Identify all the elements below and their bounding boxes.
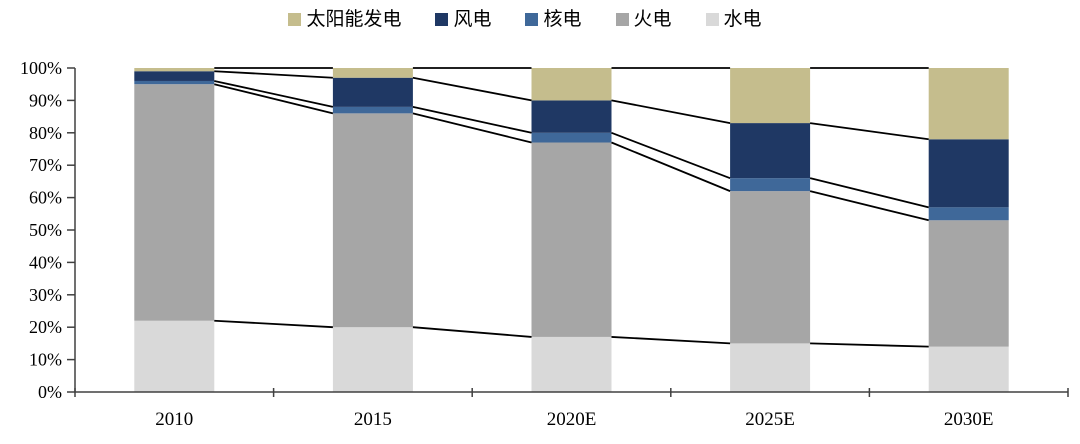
series-line-thermal xyxy=(809,190,929,222)
bar-segment-solar-2015 xyxy=(332,68,413,78)
bar-segment-nuclear-2030E xyxy=(928,207,1009,221)
y-axis-label-0%: 0% xyxy=(38,382,62,402)
bar-segment-thermal-2020E xyxy=(531,142,612,337)
bar-segment-wind-2025E xyxy=(730,123,811,179)
bar-segment-nuclear-2010 xyxy=(134,80,215,85)
legend-label-thermal: 火电 xyxy=(633,9,672,30)
legend-swatch-thermal-icon xyxy=(615,13,629,26)
bar-segment-nuclear-2025E xyxy=(730,178,811,192)
series-line-wind xyxy=(412,76,532,102)
legend-label-wind: 风电 xyxy=(453,9,492,30)
y-axis-label-80%: 80% xyxy=(29,123,62,143)
legend-label-nuclear: 核电 xyxy=(543,9,582,30)
legend-item-hydro: 水电 xyxy=(705,9,762,30)
legend-swatch-hydro-icon xyxy=(705,13,719,26)
series-line-nuclear xyxy=(412,106,532,134)
bar-segment-solar-2025E xyxy=(730,68,811,124)
y-axis-label-30%: 30% xyxy=(29,285,62,305)
bar-segment-wind-2030E xyxy=(928,139,1009,208)
legend-item-nuclear: 核电 xyxy=(525,9,582,30)
y-axis-label-60%: 60% xyxy=(29,188,62,208)
bar-segment-nuclear-2015 xyxy=(332,106,413,114)
bar-segment-wind-2020E xyxy=(531,100,612,133)
bar-segment-hydro-2030E xyxy=(928,346,1009,392)
bar-segment-hydro-2010 xyxy=(134,320,215,392)
series-line-hydro xyxy=(214,319,333,329)
x-axis-label-2025E: 2025E xyxy=(745,409,795,430)
x-axis-label-2010: 2010 xyxy=(155,409,193,430)
legend-label-solar: 太阳能发电 xyxy=(306,9,402,30)
legend-item-solar: 太阳能发电 xyxy=(288,10,401,29)
bar-segment-thermal-2010 xyxy=(134,84,215,321)
y-axis-label-90%: 90% xyxy=(29,90,62,110)
legend-swatch-solar-icon xyxy=(288,13,302,26)
legend-swatch-wind-icon xyxy=(435,13,449,26)
y-axis-label-10%: 10% xyxy=(29,350,62,370)
legend-swatch-nuclear-icon xyxy=(525,13,539,26)
legend-item-wind: 风电 xyxy=(435,10,491,29)
bar-segment-thermal-2030E xyxy=(928,220,1009,347)
x-axis-label-2015: 2015 xyxy=(354,409,392,430)
series-line-wind xyxy=(214,70,333,79)
bar-segment-solar-2030E xyxy=(928,68,1009,140)
bar-segment-nuclear-2020E xyxy=(531,132,612,143)
bar-segment-wind-2015 xyxy=(332,77,413,107)
series-line-hydro xyxy=(412,326,532,338)
series-line-nuclear xyxy=(809,177,929,209)
series-line-thermal xyxy=(214,83,334,115)
series-line-thermal xyxy=(611,141,731,192)
bar-segment-wind-2010 xyxy=(134,71,215,81)
bar-segment-thermal-2025E xyxy=(730,191,811,344)
y-axis-label-40%: 40% xyxy=(29,252,62,272)
series-line-thermal xyxy=(412,112,532,144)
x-axis-label-2030E: 2030E xyxy=(944,409,994,430)
x-axis-label-2020E: 2020E xyxy=(547,409,597,430)
bar-segment-hydro-2025E xyxy=(730,343,811,392)
series-line-nuclear xyxy=(611,131,731,180)
series-line-hydro xyxy=(611,336,731,345)
bar-segment-solar-2020E xyxy=(531,68,612,101)
y-axis-label-50%: 50% xyxy=(29,220,62,240)
bar-segment-solar-2010 xyxy=(134,68,215,72)
series-line-nuclear xyxy=(214,80,334,108)
legend-item-thermal: 火电 xyxy=(615,9,672,30)
y-axis-label-20%: 20% xyxy=(29,317,62,337)
legend-label-hydro: 水电 xyxy=(723,9,762,30)
series-line-wind xyxy=(611,99,731,124)
bar-segment-hydro-2020E xyxy=(531,336,612,392)
series-line-hydro xyxy=(810,342,929,348)
series-line-wind xyxy=(809,122,929,141)
y-axis-label-100%: 100% xyxy=(20,58,62,78)
bar-segment-thermal-2015 xyxy=(332,113,413,328)
bar-segment-hydro-2015 xyxy=(332,327,413,392)
y-axis-label-70%: 70% xyxy=(29,155,62,175)
chart-legend: 太阳能发电 风电 核电 火电 水电 xyxy=(0,10,1080,29)
